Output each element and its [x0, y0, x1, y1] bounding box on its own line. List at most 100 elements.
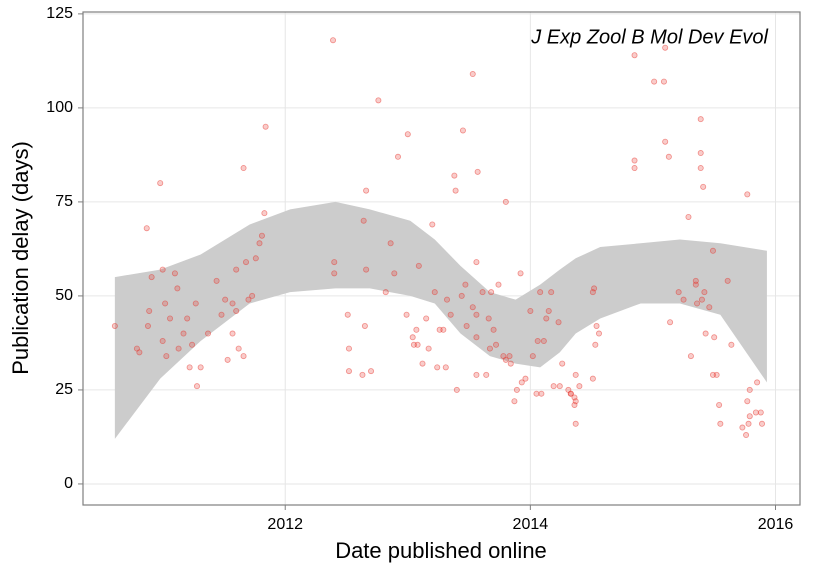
point: [157, 180, 164, 187]
point: [218, 311, 225, 318]
plot-area: [83, 12, 800, 505]
point: [538, 390, 545, 397]
point: [711, 334, 718, 341]
point: [746, 386, 753, 393]
point: [592, 341, 599, 348]
point: [375, 97, 382, 104]
point: [473, 259, 480, 266]
point: [249, 292, 256, 299]
point: [713, 371, 720, 378]
point: [473, 334, 480, 341]
point: [697, 165, 704, 172]
point: [359, 371, 366, 378]
point: [361, 323, 368, 330]
point: [363, 187, 370, 194]
point: [543, 315, 550, 322]
point: [537, 289, 544, 296]
point: [698, 296, 705, 303]
x-tick-label: 2012: [267, 516, 303, 533]
point: [462, 281, 469, 288]
point: [697, 150, 704, 157]
point: [419, 360, 426, 367]
point: [493, 341, 500, 348]
point: [240, 165, 247, 172]
point: [423, 315, 430, 322]
point: [486, 345, 493, 352]
point: [728, 341, 735, 348]
point: [757, 409, 764, 416]
point: [502, 356, 509, 363]
point: [752, 409, 759, 416]
point: [556, 383, 563, 390]
point: [559, 360, 566, 367]
point: [143, 225, 150, 232]
point: [506, 353, 513, 360]
point: [184, 315, 191, 322]
point: [701, 289, 708, 296]
point: [534, 338, 541, 345]
point: [197, 364, 204, 371]
x-tick-label: 2014: [513, 516, 549, 533]
y-tick-label: 75: [55, 193, 73, 210]
point: [479, 289, 486, 296]
point: [716, 401, 723, 408]
point: [540, 338, 547, 345]
y-axis-title: Publication delay (days): [8, 141, 33, 375]
point: [651, 78, 658, 85]
point: [458, 292, 465, 299]
point: [548, 289, 555, 296]
point: [331, 270, 338, 277]
point: [660, 78, 667, 85]
point: [631, 157, 638, 164]
point: [404, 131, 411, 138]
point: [331, 259, 338, 266]
panel-border: [82, 11, 801, 506]
point: [667, 319, 674, 326]
point: [415, 262, 422, 269]
point: [513, 386, 520, 393]
point: [344, 311, 351, 318]
point: [387, 240, 394, 247]
point: [360, 217, 367, 224]
point: [746, 413, 753, 420]
point: [413, 326, 420, 333]
point: [189, 341, 196, 348]
point: [245, 296, 252, 303]
point: [451, 172, 458, 179]
point: [700, 183, 707, 190]
point: [159, 338, 166, 345]
point: [675, 289, 682, 296]
point: [502, 198, 509, 205]
annotation: J Exp Zool B Mol Dev Evol: [530, 26, 768, 48]
point: [163, 353, 170, 360]
point: [593, 323, 600, 330]
point: [233, 307, 240, 314]
point: [330, 37, 337, 44]
point: [363, 266, 370, 273]
point: [444, 296, 451, 303]
point: [175, 345, 182, 352]
point: [589, 375, 596, 382]
point: [527, 307, 534, 314]
point: [702, 330, 709, 337]
y-tick-label: 50: [55, 287, 73, 304]
point: [262, 123, 269, 130]
point: [233, 266, 240, 273]
point: [111, 323, 118, 330]
point: [434, 364, 441, 371]
point: [229, 330, 236, 337]
point: [694, 300, 701, 307]
point: [483, 371, 490, 378]
point: [555, 319, 562, 326]
point: [167, 315, 174, 322]
point: [429, 221, 436, 228]
point: [442, 364, 449, 371]
point: [403, 311, 410, 318]
point: [180, 330, 187, 337]
point: [256, 240, 263, 247]
point: [240, 353, 247, 360]
point: [572, 371, 579, 378]
point: [572, 420, 579, 427]
point: [743, 432, 750, 439]
point: [685, 213, 692, 220]
